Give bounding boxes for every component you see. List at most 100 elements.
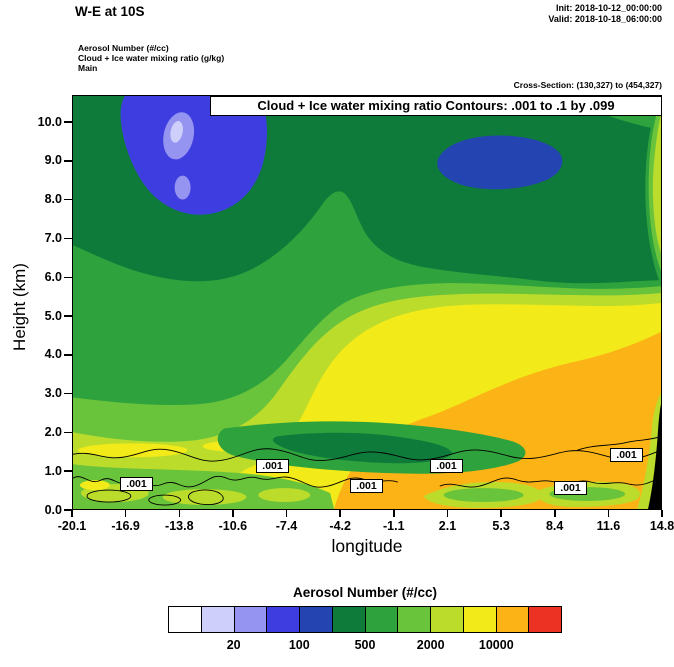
fill-region-blue-low-aerosol-west xyxy=(120,96,268,215)
y-tick-label: 10.0 xyxy=(37,114,62,129)
run-times: Init: 2018-10-12_00:00:00 Valid: 2018-10… xyxy=(548,3,662,24)
colorbar-cell xyxy=(431,607,464,632)
contour-label-box: .001 xyxy=(350,479,383,493)
fill-field-name: Aerosol Number (#/cc) xyxy=(78,43,169,53)
x-tick-label: 14.8 xyxy=(649,519,674,533)
contour-info-banner: Cloud + Ice water mixing ratio Contours:… xyxy=(210,96,662,116)
y-tick-mark xyxy=(64,121,72,123)
x-tick-mark xyxy=(661,510,663,517)
x-tick-label: 11.6 xyxy=(596,519,621,533)
colorbar-cell xyxy=(463,607,497,632)
colorbar-tick-label: 500 xyxy=(354,638,376,652)
colorbar-tick-label: 10000 xyxy=(478,638,514,652)
y-tick-mark xyxy=(64,354,72,356)
x-tick-mark xyxy=(71,510,73,517)
x-tick-label: -13.8 xyxy=(165,519,194,533)
contour-label-box: .001 xyxy=(120,477,153,491)
fill-core-periwinkle-2 xyxy=(174,175,191,200)
y-tick-label: 9.0 xyxy=(44,153,62,168)
y-tick-label: 6.0 xyxy=(44,269,62,284)
x-tick-label: 8.4 xyxy=(545,519,564,533)
colorbar-cells xyxy=(168,606,562,633)
contour-field-name: Cloud + Ice water mixing ratio (g/kg) xyxy=(78,53,225,63)
colorbar-cell xyxy=(267,607,300,632)
cloud-contour-lines xyxy=(73,435,661,506)
fill-strip-lightgreen-right1 xyxy=(443,488,524,503)
x-tick-label: -10.6 xyxy=(218,519,248,533)
contour-loop-1 xyxy=(86,489,132,503)
y-tick-mark xyxy=(64,276,72,278)
y-tick-label: 8.0 xyxy=(44,192,62,207)
x-tick-mark xyxy=(554,510,556,517)
y-tick-label: 1.0 xyxy=(44,463,62,478)
colorbar-cell xyxy=(300,607,333,632)
contour-line-upper xyxy=(73,448,661,462)
fill-streak-yellow-left xyxy=(77,443,188,458)
colorbar-cell xyxy=(398,607,431,632)
y-tick-mark xyxy=(64,237,72,240)
x-tick-mark xyxy=(178,510,180,517)
y-tick-label: 5.0 xyxy=(44,308,62,323)
cross-section-plot xyxy=(72,95,662,510)
contour-loop-3 xyxy=(188,489,224,505)
y-tick-mark xyxy=(64,392,72,395)
y-tick-label: 2.0 xyxy=(44,424,62,439)
x-tick-mark xyxy=(393,510,395,517)
colorbar-cell xyxy=(201,607,235,632)
y-tick-mark xyxy=(64,509,72,511)
page-title: W-E at 10S xyxy=(75,4,145,19)
y-tick-label: 7.0 xyxy=(44,230,62,245)
colorbar-cell xyxy=(332,607,366,632)
init-time: Init: 2018-10-12_00:00:00 xyxy=(555,3,662,13)
contour-line-east-upper xyxy=(577,435,661,451)
y-tick-label: 4.0 xyxy=(44,347,62,362)
fill-region-navy-low-aerosol-east xyxy=(437,135,563,190)
colorbar-title: Aerosol Number (#/cc) xyxy=(292,585,438,600)
fill-region-right-edge-chartreuse xyxy=(652,113,661,254)
colorbar-cell xyxy=(496,607,530,632)
fill-region-center-darkgreen-core xyxy=(272,432,452,464)
y-tick-label: 0.0 xyxy=(44,502,62,517)
y-tick-label: 3.0 xyxy=(44,386,62,401)
x-tick-mark xyxy=(124,510,127,517)
fill-patch-chartreuse-2 xyxy=(162,489,247,506)
x-tick-label: -1.1 xyxy=(383,519,405,533)
colorbar-cell xyxy=(234,607,268,632)
x-tick-label: -16.9 xyxy=(111,519,140,533)
x-tick-mark xyxy=(500,510,502,517)
x-tick-mark xyxy=(446,510,449,517)
y-tick-mark xyxy=(64,315,72,317)
cross-section-info: Cross-Section: (130,327) to (454,327) xyxy=(513,80,662,90)
fill-core-lavender xyxy=(170,121,183,143)
colorbar-tick-label: 2000 xyxy=(416,638,445,652)
colorbar-cell xyxy=(365,607,399,632)
contour-plot-canvas xyxy=(73,96,661,509)
contour-label-box: .001 xyxy=(610,448,643,462)
x-tick-mark xyxy=(285,510,288,517)
contour-label-box: .001 xyxy=(256,459,289,473)
y-tick-mark xyxy=(64,431,72,434)
x-tick-label: -4.2 xyxy=(329,519,351,533)
fill-patch-chartreuse-3 xyxy=(258,488,311,503)
x-tick-label: 2.1 xyxy=(438,519,457,533)
colorbar-tick-label: 100 xyxy=(288,638,310,652)
y-tick-mark xyxy=(64,470,72,472)
contour-label-box: .001 xyxy=(430,459,463,473)
x-axis-title: longitude xyxy=(331,536,403,556)
contour-loop-2 xyxy=(148,494,182,506)
colorbar-cell xyxy=(529,607,561,632)
fill-patch-yellow-small xyxy=(79,480,110,491)
x-tick-label: -7.4 xyxy=(275,519,298,533)
colorbar-tick-label: 20 xyxy=(226,638,241,652)
terrain-wedge xyxy=(648,404,661,509)
domain-name: Main xyxy=(78,63,98,73)
x-tick-mark xyxy=(232,510,234,517)
x-tick-mark xyxy=(339,510,341,517)
x-tick-label: 5.3 xyxy=(492,519,510,533)
y-tick-mark xyxy=(64,198,72,201)
colorbar-cell xyxy=(169,607,202,632)
x-tick-mark xyxy=(607,510,610,517)
field-legend-block: Aerosol Number (#/cc) Cloud + Ice water … xyxy=(78,43,224,73)
contour-label-box: .001 xyxy=(554,481,587,495)
